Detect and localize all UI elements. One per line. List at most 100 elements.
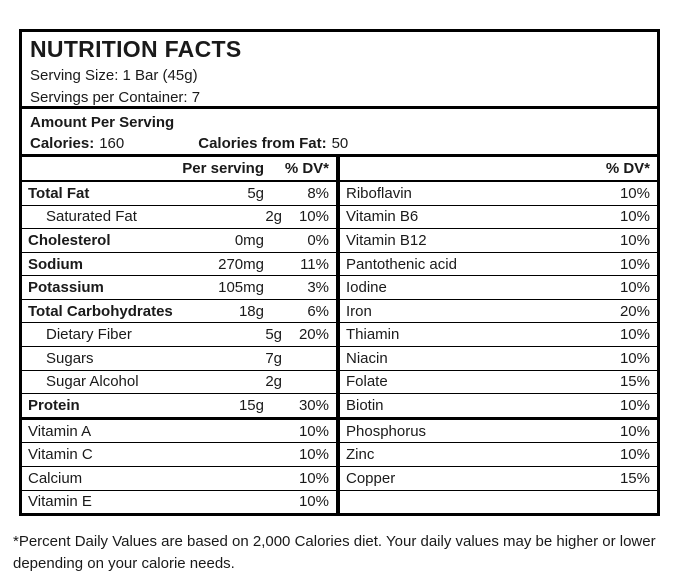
nutrient-name: Thiamin (346, 326, 400, 344)
nutrient-dv: 30% (298, 396, 329, 414)
nutrient-name: Zinc (346, 446, 375, 464)
table-row: Calcium 10% (22, 467, 336, 491)
nutrient-name: Vitamin A (28, 422, 92, 440)
nutrient-amount: 15g (238, 396, 264, 414)
table-row: Vitamin C 10% (22, 443, 336, 467)
table-row: Zinc 10% (340, 443, 657, 467)
table-row: Pantothenic acid 10% (340, 253, 657, 277)
nutrient-name: Iodine (346, 279, 387, 297)
label-header-section: NUTRITION FACTS Serving Size: 1 Bar (45g… (22, 32, 657, 109)
calories-value: 160 (99, 135, 125, 152)
left-dv-header: % DV* (284, 160, 329, 177)
nutrient-name: Copper (346, 469, 396, 487)
left-table-header-row: Per serving % DV* (22, 157, 336, 182)
nutrient-name: Potassium (28, 279, 104, 297)
nutrient-amount: 18g (238, 302, 264, 320)
nutrient-name: Cholesterol (28, 231, 111, 249)
table-row: Protein 15g 30% (22, 394, 336, 420)
per-serving-header: Per serving (182, 160, 264, 177)
table-row: Thiamin 10% (340, 323, 657, 348)
amount-per-serving-label: Amount Per Serving (30, 114, 175, 131)
right-nutrient-table: % DV* Riboflavin 10% Vitamin B6 10% Vita… (340, 157, 657, 513)
table-row (340, 491, 657, 514)
calories-pair: Calories: 160 (30, 133, 124, 154)
table-row: Dietary Fiber 5g 20% (22, 323, 336, 348)
nutrient-dv: 10% (619, 326, 650, 344)
nutrient-amount: 5g (247, 184, 264, 202)
nutrient-name: Pantothenic acid (346, 255, 457, 273)
right-table-header-row: % DV* (340, 157, 657, 182)
nutrient-amount: 2g (265, 208, 282, 226)
nutrient-dv: 10% (619, 279, 650, 297)
table-row: Total Carbohydrates 18g 6% (22, 300, 336, 324)
nutrient-name: Niacin (346, 349, 388, 367)
nutrient-amount: 7g (265, 349, 282, 367)
calories-from-fat-pair: Calories from Fat: 50 (198, 133, 348, 154)
nutrient-name: Sugar Alcohol (46, 373, 139, 391)
nutrient-dv: 20% (619, 302, 650, 320)
table-row: Saturated Fat 2g 10% (22, 206, 336, 230)
label-title: NUTRITION FACTS (30, 36, 242, 62)
nutrient-dv: 15% (619, 373, 650, 391)
nutrient-name: Phosphorus (346, 422, 427, 440)
nutrient-dv: 10% (298, 208, 329, 226)
table-row: Sodium 270mg 11% (22, 253, 336, 277)
nutrient-name: Biotin (346, 396, 384, 414)
table-row: Cholesterol 0mg 0% (22, 229, 336, 253)
nutrient-dv: 10% (298, 469, 329, 487)
calories-row: Calories: 160 Calories from Fat: 50 (30, 133, 657, 154)
nutrient-amount: 2g (265, 373, 282, 391)
serving-size-text: Serving Size: 1 Bar (45g) (30, 67, 198, 84)
nutrient-dv: 10% (298, 446, 329, 464)
nutrient-name: Total Carbohydrates (28, 302, 173, 320)
calories-label: Calories: (30, 135, 95, 152)
nutrient-dv: 10% (298, 493, 329, 511)
table-row: Niacin 10% (340, 347, 657, 371)
nutrient-dv: 6% (307, 302, 329, 320)
left-table-body: Total Fat 5g 8% Saturated Fat 2g 10% Cho… (22, 182, 336, 513)
table-row: Vitamin B12 10% (340, 229, 657, 253)
nutrient-dv: 10% (619, 231, 650, 249)
nutrient-name: Vitamin C (28, 446, 93, 464)
nutrient-dv: 11% (300, 255, 329, 273)
nutrient-dv: 20% (298, 326, 329, 344)
nutrient-dv: 10% (619, 349, 650, 367)
nutrient-name: Sodium (28, 255, 83, 273)
nutrient-dv: 10% (298, 422, 329, 440)
nutrient-amount: 270mg (218, 255, 264, 273)
table-row: Vitamin E 10% (22, 491, 336, 514)
table-row: Folate 15% (340, 371, 657, 395)
calories-section: Amount Per Serving Calories: 160 Calories… (22, 109, 657, 157)
nutrient-name: Vitamin E (28, 493, 92, 511)
table-row: Vitamin A 10% (22, 420, 336, 444)
nutrient-dv: 8% (307, 184, 329, 202)
nutrient-amount: 0mg (234, 231, 264, 249)
nutrition-facts-label: NUTRITION FACTS Serving Size: 1 Bar (45g… (19, 29, 660, 516)
table-row: Copper 15% (340, 467, 657, 491)
table-row: Biotin 10% (340, 394, 657, 420)
calories-from-fat-label: Calories from Fat: (198, 135, 327, 152)
table-row: Sugar Alcohol 2g (22, 371, 336, 395)
nutrient-name: Vitamin B12 (346, 231, 427, 249)
nutrient-dv: 3% (307, 279, 329, 297)
table-row: Riboflavin 10% (340, 182, 657, 206)
nutrient-name: Iron (346, 302, 372, 320)
nutrient-dv: 10% (619, 208, 650, 226)
table-row: Potassium 105mg 3% (22, 276, 336, 300)
nutrient-dv: 10% (619, 184, 650, 202)
nutrient-dv: 10% (619, 446, 650, 464)
left-nutrient-table: Per serving % DV* Total Fat 5g 8% Satura… (22, 157, 340, 513)
nutrient-name: Riboflavin (346, 184, 412, 202)
nutrient-dv: 0% (307, 231, 329, 249)
nutrient-dv: 10% (619, 422, 650, 440)
right-table-body: Riboflavin 10% Vitamin B6 10% Vitamin B1… (340, 182, 657, 513)
nutrient-dv: 10% (619, 396, 650, 414)
table-row: Iron 20% (340, 300, 657, 324)
nutrient-name: Calcium (28, 469, 83, 487)
nutrient-dv: 15% (619, 469, 650, 487)
table-row: Total Fat 5g 8% (22, 182, 336, 206)
nutrient-name: Sugars (46, 349, 94, 367)
nutrient-name: Vitamin B6 (346, 208, 419, 226)
nutrient-amount: 5g (265, 326, 282, 344)
